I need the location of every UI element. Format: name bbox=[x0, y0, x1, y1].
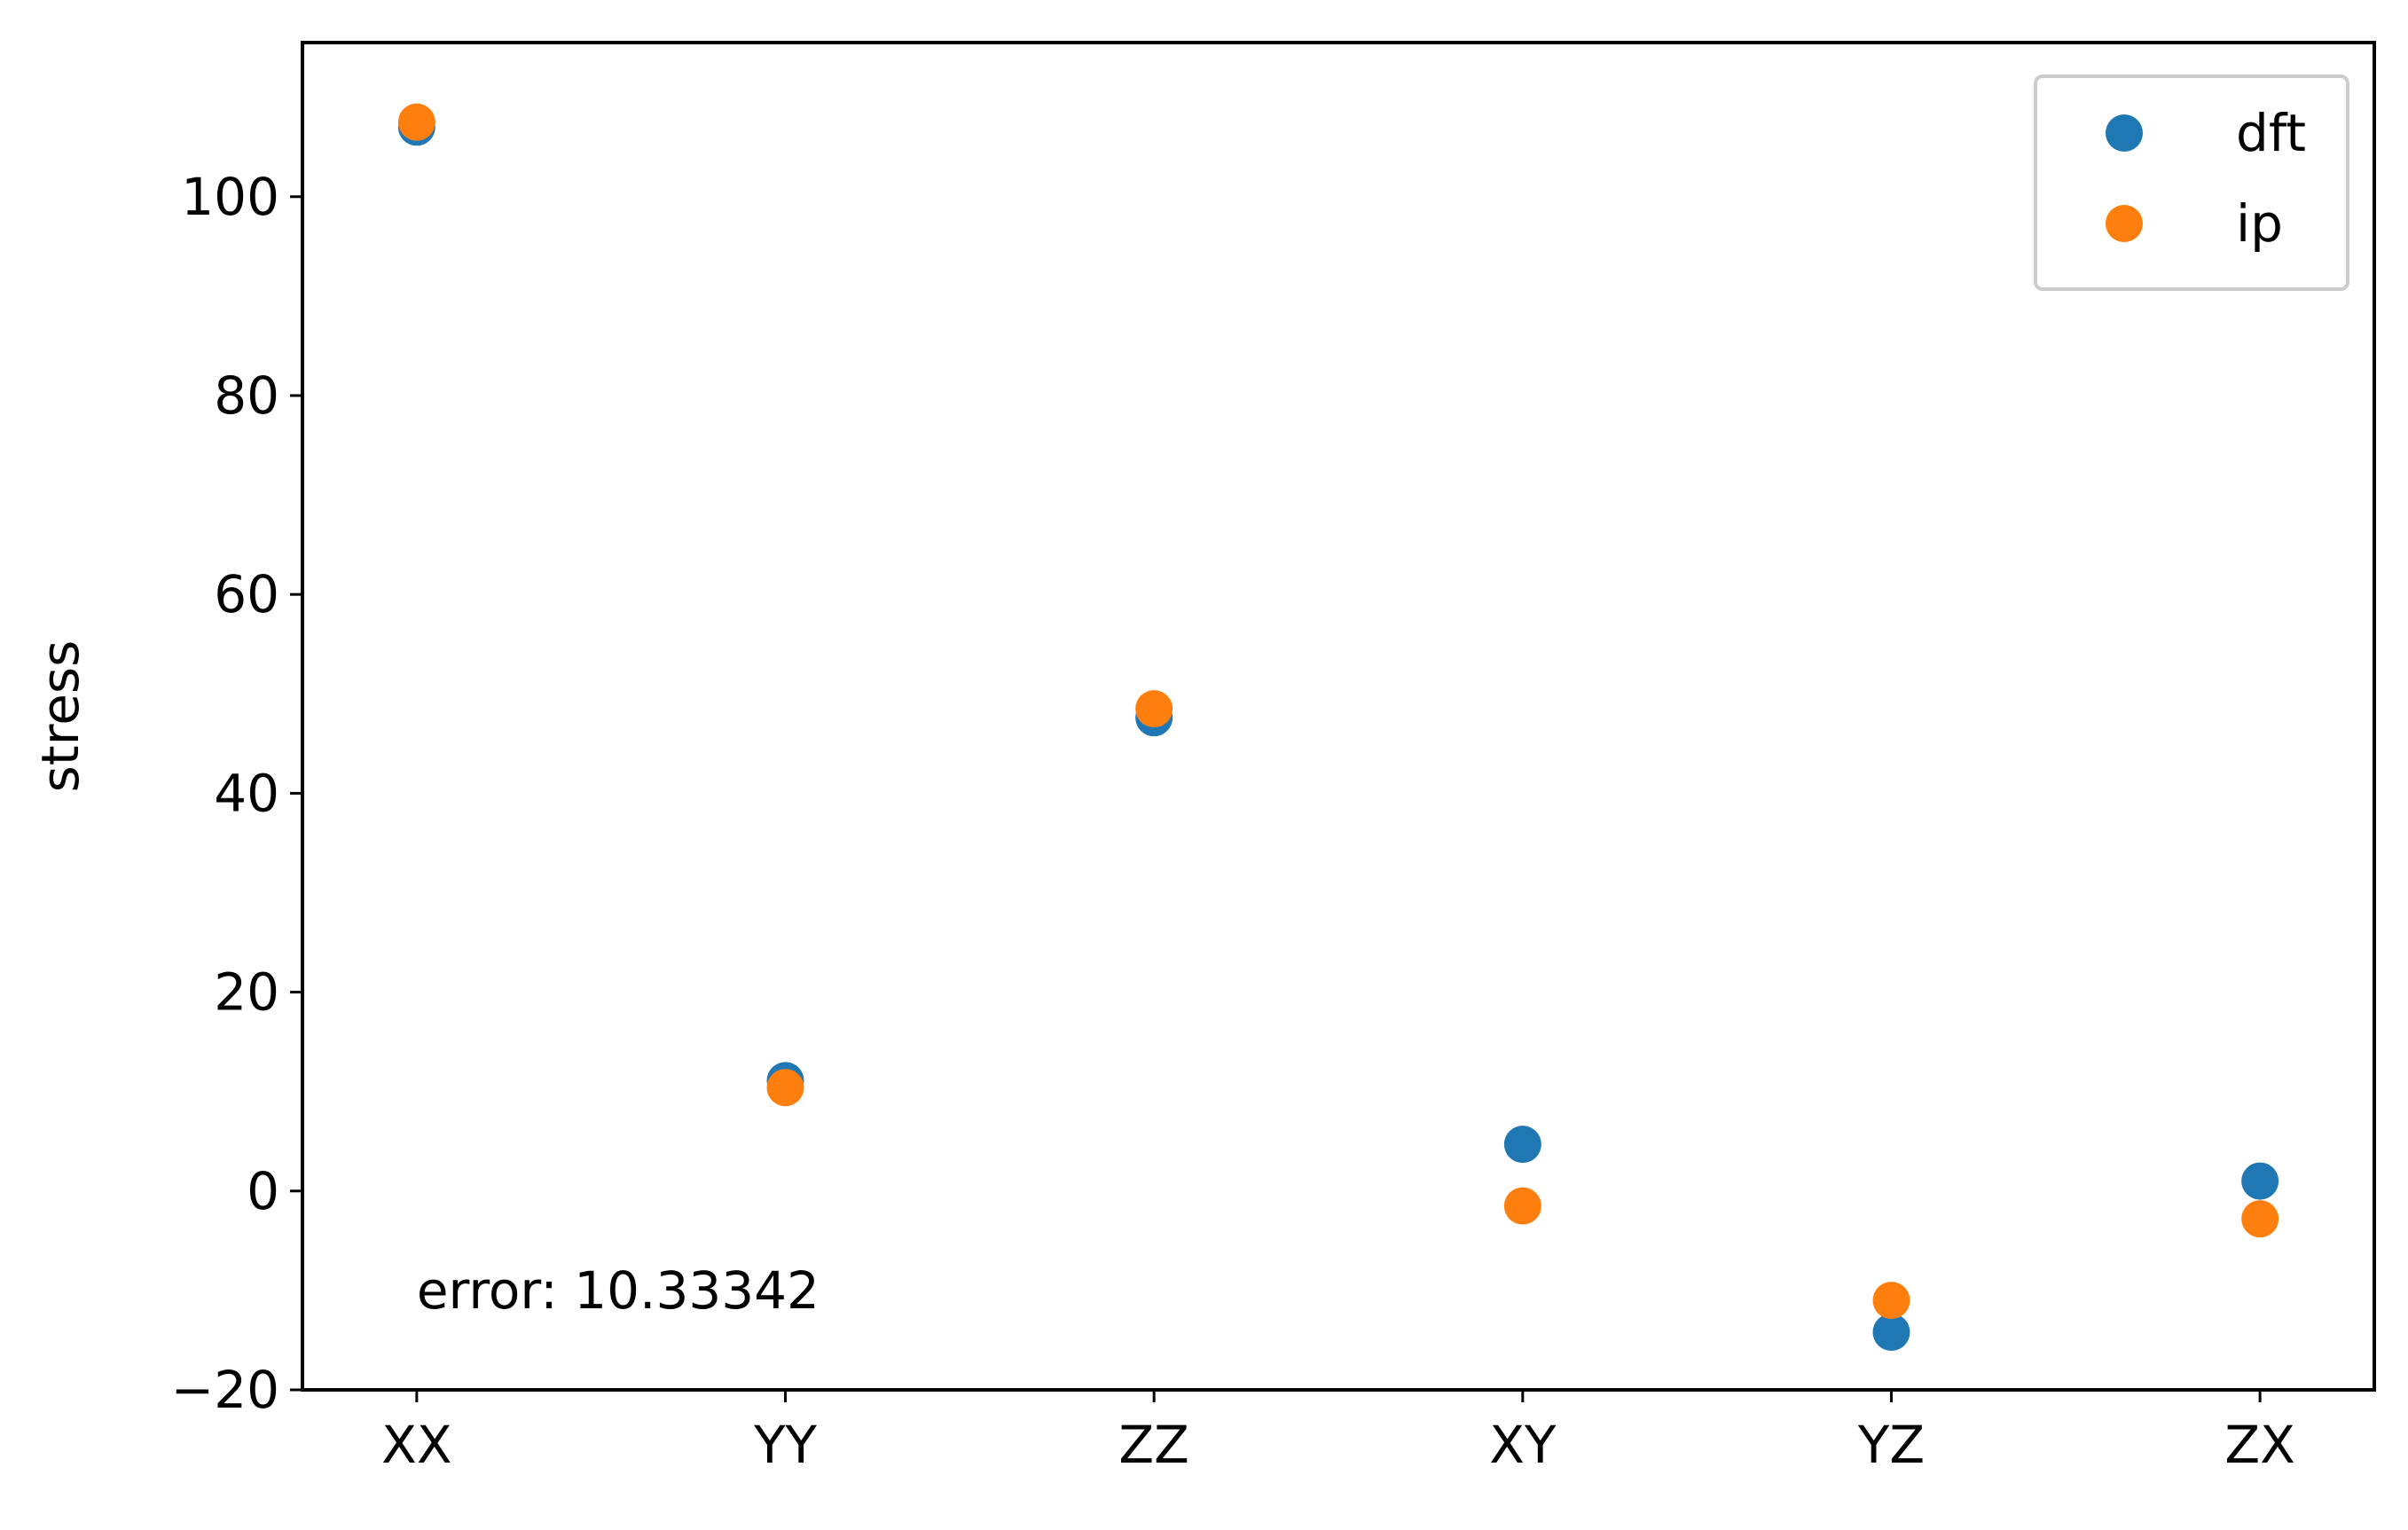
legend-marker-dft bbox=[2106, 114, 2143, 152]
data-point-ip-xx bbox=[397, 103, 435, 141]
x-tick-label: XY bbox=[1489, 1415, 1557, 1475]
data-point-ip-zx bbox=[2241, 1200, 2279, 1238]
y-tick-label: 0 bbox=[247, 1161, 279, 1221]
y-tick-label: 100 bbox=[181, 167, 279, 227]
legend-label-dft: dft bbox=[2236, 103, 2306, 163]
axis-ticks: −20 0 20 40 60 80 100 XX YY ZZ XY YZ ZX bbox=[171, 167, 2295, 1475]
data-point-ip-yy bbox=[766, 1069, 804, 1107]
legend: dft ip bbox=[2034, 75, 2349, 291]
y-tick-label: −20 bbox=[171, 1360, 279, 1420]
error-annotation: error: 10.33342 bbox=[417, 1260, 820, 1321]
y-tick-label: 60 bbox=[214, 564, 279, 624]
data-point-dft-yz bbox=[1872, 1313, 1910, 1351]
plot-frame bbox=[301, 41, 2376, 1392]
data-point-ip-zz bbox=[1135, 690, 1173, 728]
data-point-dft-zx bbox=[2241, 1162, 2279, 1200]
x-tick-label: ZX bbox=[2224, 1415, 2294, 1475]
data-points bbox=[397, 103, 2279, 1351]
data-point-dft-xy bbox=[1503, 1126, 1541, 1164]
legend-entries: dft ip bbox=[2106, 103, 2306, 254]
y-axis-label: stress bbox=[30, 640, 90, 793]
y-tick-label: 40 bbox=[214, 763, 279, 823]
x-tick-label: YY bbox=[753, 1415, 817, 1475]
data-point-ip-yz bbox=[1872, 1282, 1910, 1320]
legend-marker-ip bbox=[2106, 205, 2143, 242]
y-tick-label: 20 bbox=[214, 962, 279, 1023]
y-tick-label: 80 bbox=[214, 365, 279, 426]
x-tick-label: ZZ bbox=[1118, 1415, 1188, 1475]
x-tick-label: YZ bbox=[1857, 1415, 1925, 1475]
legend-label-ip: ip bbox=[2236, 193, 2283, 254]
data-point-ip-xy bbox=[1503, 1187, 1541, 1225]
x-tick-label: XX bbox=[381, 1415, 451, 1475]
